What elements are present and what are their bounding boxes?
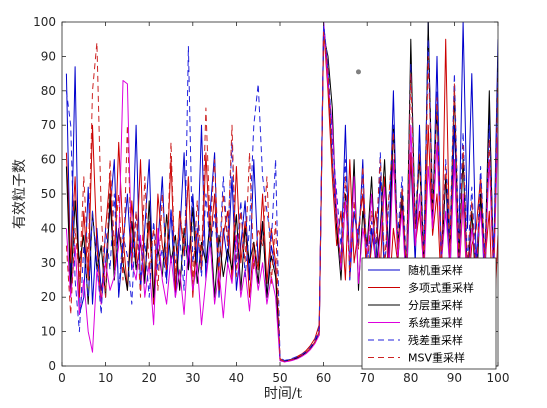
series-group (65, 22, 498, 363)
x-tick-label: 30 (185, 371, 200, 385)
x-tick-label: 50 (272, 371, 287, 385)
series-line-5 (65, 24, 498, 361)
y-tick-label: 40 (41, 221, 56, 235)
legend-label-3: 分层重采样 (408, 298, 463, 312)
y-tick-label: 100 (33, 15, 56, 29)
x-tick-label: 70 (360, 371, 375, 385)
y-axis-title: 有效粒子数 (12, 159, 28, 229)
y-tick-label: 10 (41, 325, 56, 339)
legend-label-5: 残差重采样 (408, 333, 463, 347)
y-tick-label: 0 (48, 359, 56, 373)
annotation-marker-1 (355, 69, 361, 75)
x-tick-label: 80 (403, 371, 418, 385)
y-tick-label: 20 (41, 290, 56, 304)
x-tick-label: 0 (58, 371, 66, 385)
series-line-6 (65, 31, 498, 362)
axes: 0 10 20 30 40 50 60 70 80 90 100 0 10 20 30 40 50 60 70 80 9… (33, 15, 509, 385)
legend-label-1: 随机重采样 (408, 263, 463, 277)
legend-label-4: 系统重采样 (408, 316, 463, 330)
legend-label-6: MSV重采样 (408, 351, 465, 365)
legend-box (361, 257, 497, 370)
y-tick-label: 80 (41, 84, 56, 98)
y-tick-label: 90 (41, 49, 56, 63)
watermark: CSDN @视觉Coding编程 (386, 381, 538, 396)
y-tick-label: 50 (41, 187, 56, 201)
x-tick-label: 100 (487, 371, 510, 385)
legend-label-2: 多项式重采样 (408, 281, 474, 295)
x-tick-label: 40 (229, 371, 244, 385)
y-tick-label: 70 (41, 118, 56, 132)
x-tick-label: 90 (447, 371, 462, 385)
x-tick-label: 10 (98, 371, 113, 385)
x-axis-title: 时间/t (264, 386, 303, 402)
x-tick-label: 60 (316, 371, 331, 385)
y-tick-label: 30 (41, 256, 56, 270)
plot-area (65, 22, 498, 363)
y-tick-label: 60 (41, 153, 56, 167)
x-tick-label: 20 (142, 371, 157, 385)
